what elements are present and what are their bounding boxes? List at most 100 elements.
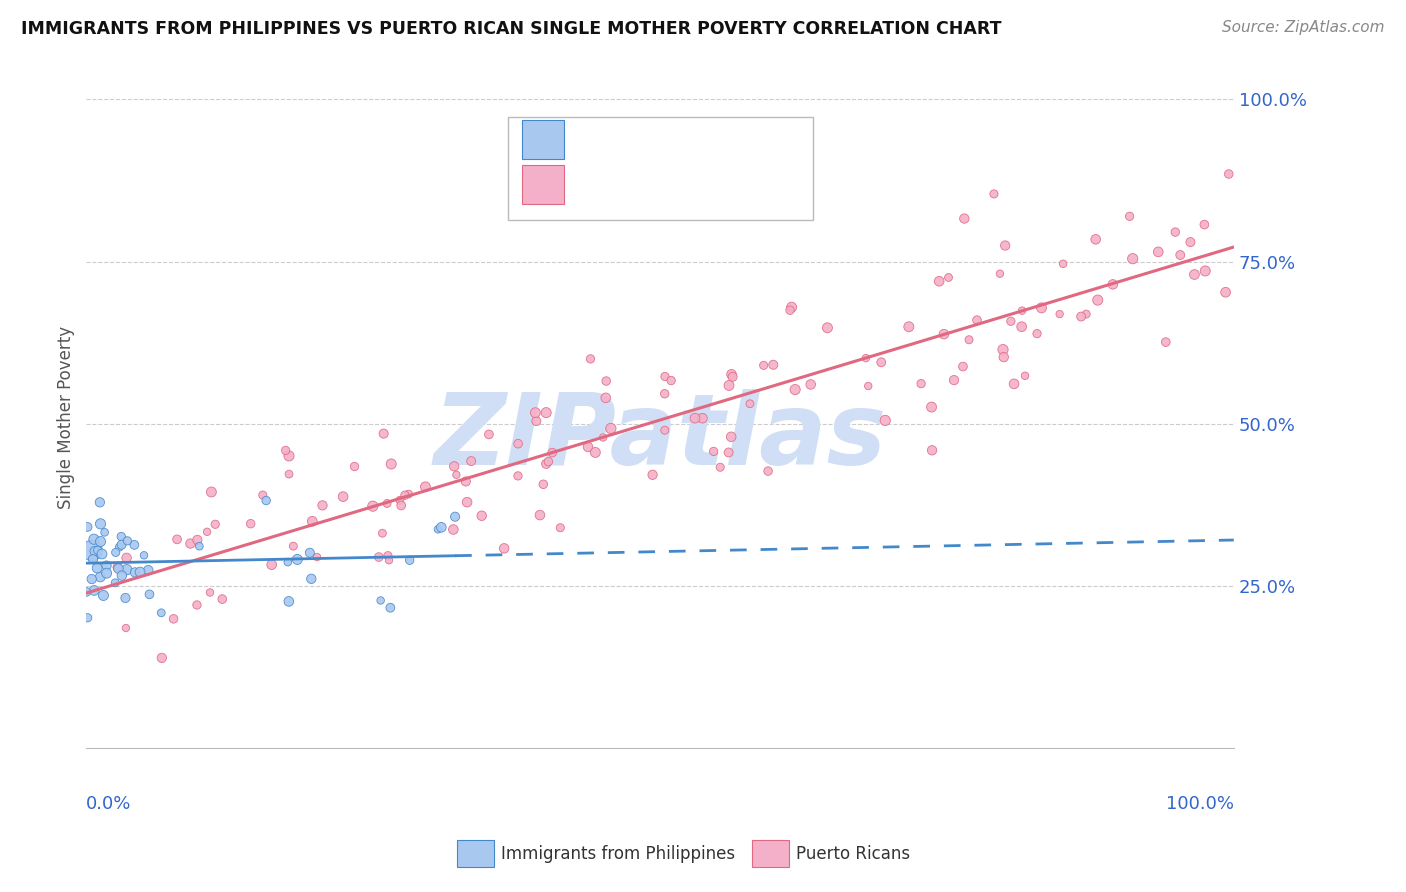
Point	[76, 520, 98, 534]
Point	[524, 406, 547, 420]
Point	[96, 566, 118, 581]
Point	[443, 459, 465, 474]
Text: 0.0%: 0.0%	[86, 795, 132, 813]
Point	[738, 397, 761, 411]
Text: R =: R =	[578, 130, 621, 149]
Point	[994, 238, 1017, 252]
Point	[198, 585, 221, 599]
Point	[298, 546, 321, 560]
Point	[494, 541, 516, 556]
Point	[1049, 307, 1071, 321]
Point	[204, 517, 226, 532]
Point	[111, 568, 134, 582]
Point	[138, 587, 160, 601]
Text: R =: R =	[578, 175, 621, 194]
Point	[394, 488, 416, 502]
Point	[471, 508, 494, 523]
Point	[1154, 335, 1177, 350]
Point	[104, 545, 127, 559]
Point	[186, 598, 208, 612]
Point	[932, 327, 955, 342]
Point	[855, 351, 877, 365]
Point	[311, 499, 333, 513]
Point	[875, 413, 897, 427]
Point	[124, 566, 146, 580]
Point	[108, 540, 131, 554]
Point	[380, 600, 402, 615]
Point	[966, 313, 988, 327]
Point	[1000, 314, 1022, 328]
Point	[541, 445, 564, 459]
Point	[89, 516, 111, 531]
Point	[76, 611, 98, 625]
Point	[260, 558, 283, 572]
Point	[86, 543, 108, 558]
Point	[332, 490, 354, 504]
Point	[953, 211, 976, 226]
Point	[252, 488, 274, 502]
Point	[785, 383, 807, 397]
Point	[1184, 268, 1206, 282]
Point	[110, 538, 132, 552]
Point	[717, 378, 740, 392]
Point	[1194, 264, 1216, 278]
Point	[398, 487, 420, 501]
Point	[592, 430, 614, 444]
Point	[683, 411, 706, 425]
Point	[943, 373, 966, 387]
Point	[166, 533, 188, 547]
Point	[444, 509, 467, 524]
Point	[1031, 301, 1053, 315]
Point	[132, 549, 155, 563]
Point	[921, 400, 943, 414]
Point	[780, 300, 803, 314]
Point	[162, 612, 184, 626]
Point	[107, 561, 129, 575]
Point	[692, 411, 714, 425]
Point	[371, 526, 394, 541]
Point	[779, 303, 801, 318]
Point	[277, 594, 299, 608]
Point	[928, 274, 950, 288]
Point	[1218, 167, 1240, 181]
Point	[301, 514, 323, 528]
Point	[124, 538, 146, 552]
Point	[361, 499, 384, 513]
Text: Puerto Ricans: Puerto Ricans	[796, 845, 910, 863]
Point	[858, 379, 880, 393]
Point	[83, 533, 105, 547]
Point	[299, 572, 322, 586]
Point	[370, 593, 392, 607]
Point	[537, 454, 560, 468]
Point	[239, 516, 262, 531]
Text: 50: 50	[723, 130, 751, 149]
Point	[76, 585, 98, 599]
Point	[720, 368, 742, 382]
Point	[93, 589, 115, 603]
Point	[80, 572, 103, 586]
Point	[800, 377, 823, 392]
Point	[378, 553, 401, 567]
Point	[93, 525, 115, 540]
Point	[82, 552, 104, 566]
Point	[595, 391, 617, 405]
Point	[957, 333, 980, 347]
Point	[534, 406, 557, 420]
Point	[870, 355, 893, 369]
Text: 100.0%: 100.0%	[1166, 795, 1234, 813]
Point	[579, 351, 602, 366]
Point	[456, 495, 478, 509]
Point	[83, 583, 105, 598]
Point	[1087, 293, 1109, 307]
Point	[654, 423, 676, 437]
Text: N =: N =	[673, 130, 730, 149]
Point	[86, 561, 108, 575]
Point	[817, 320, 839, 334]
Text: Immigrants from Philippines: Immigrants from Philippines	[501, 845, 735, 863]
Point	[188, 539, 211, 553]
Point	[179, 536, 201, 550]
Point	[380, 457, 402, 471]
Point	[709, 460, 731, 475]
Point	[454, 475, 477, 489]
Point	[921, 443, 943, 458]
